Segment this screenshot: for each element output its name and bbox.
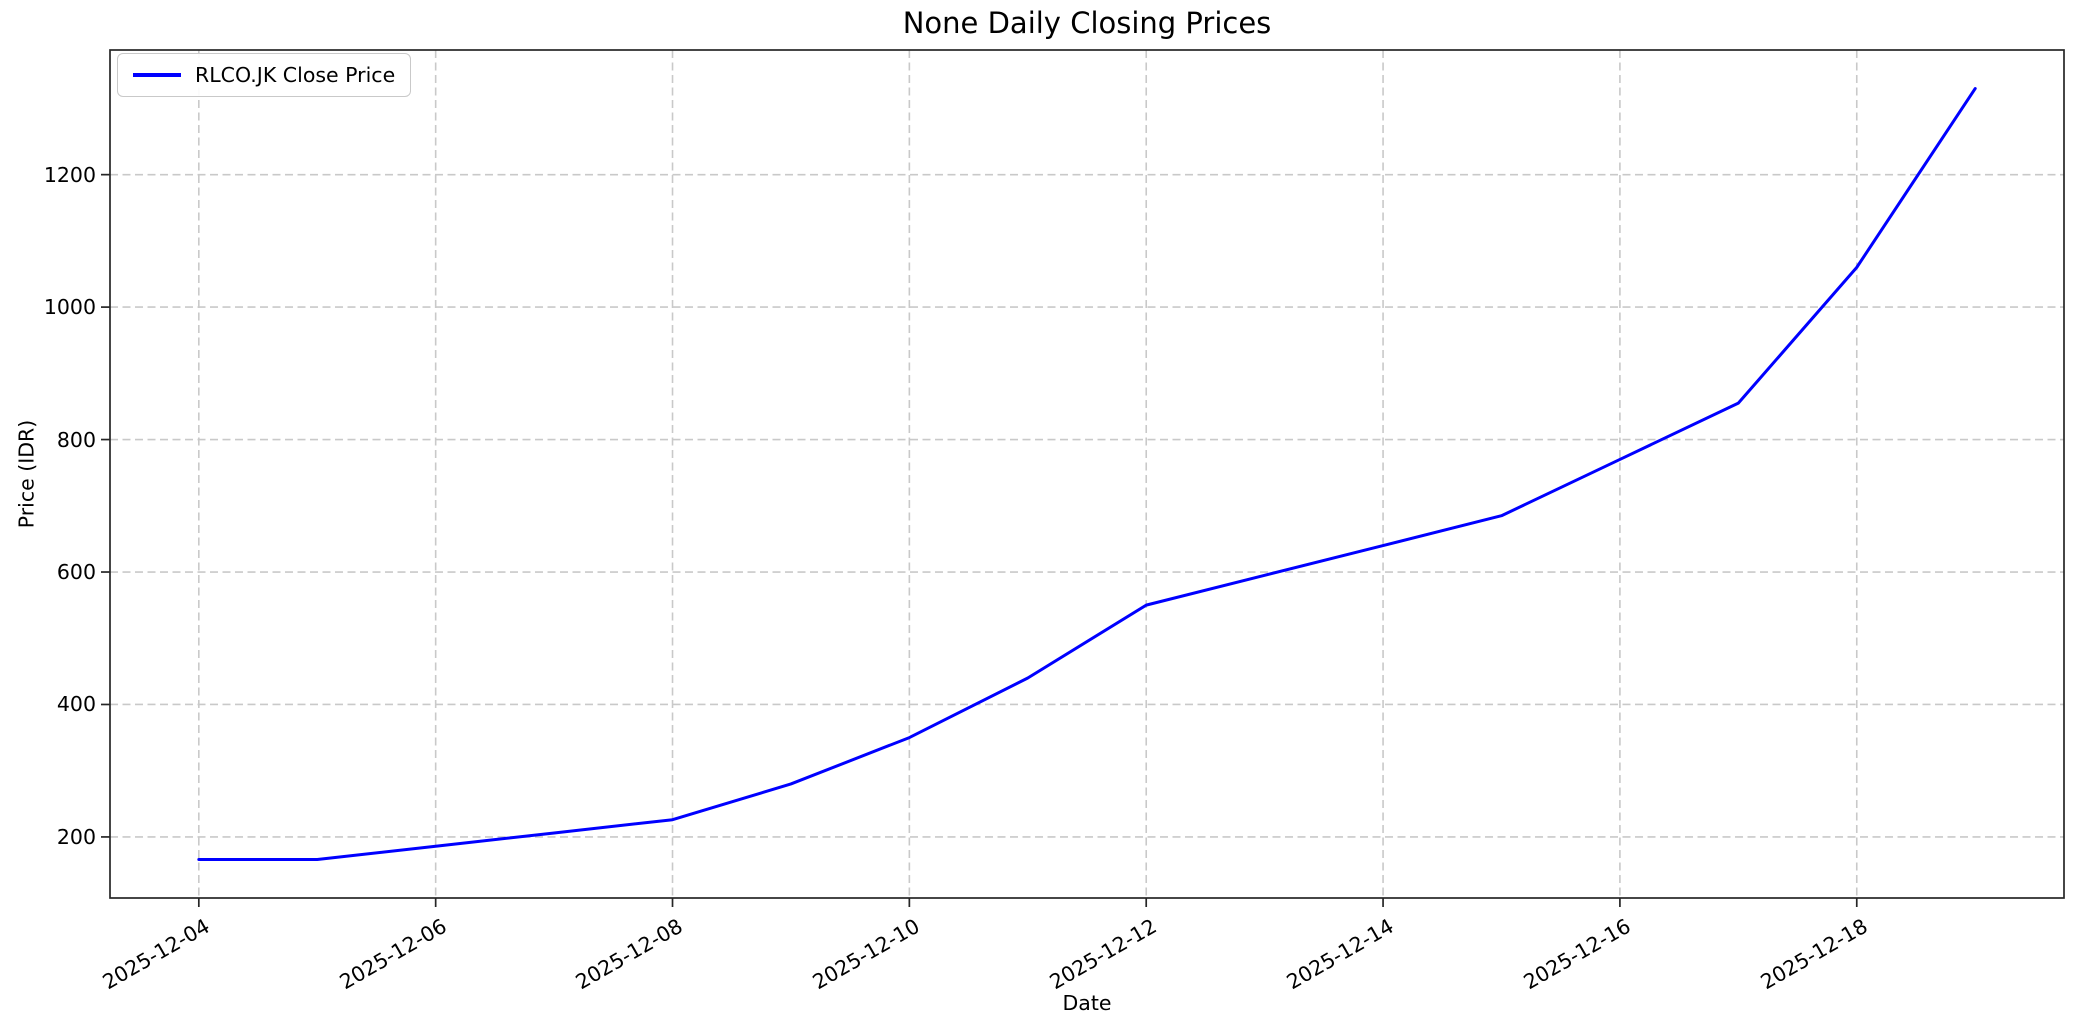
x-axis-label: Date (1062, 991, 1112, 1015)
y-tick-label: 1200 (43, 162, 96, 187)
plot-border (109, 49, 2065, 899)
y-tick-label: 1000 (43, 295, 96, 320)
y-tick-label: 800 (56, 427, 96, 452)
y-tick-label: 400 (56, 692, 96, 717)
legend: RLCO.JK Close Price (117, 53, 412, 97)
legend-line-swatch (133, 73, 181, 77)
y-tick-label: 600 (56, 560, 96, 585)
y-tick-label: 200 (56, 824, 96, 849)
price-line (197, 87, 1977, 861)
chart-title: None Daily Closing Prices (902, 6, 1272, 40)
legend-label: RLCO.JK Close Price (195, 63, 396, 87)
